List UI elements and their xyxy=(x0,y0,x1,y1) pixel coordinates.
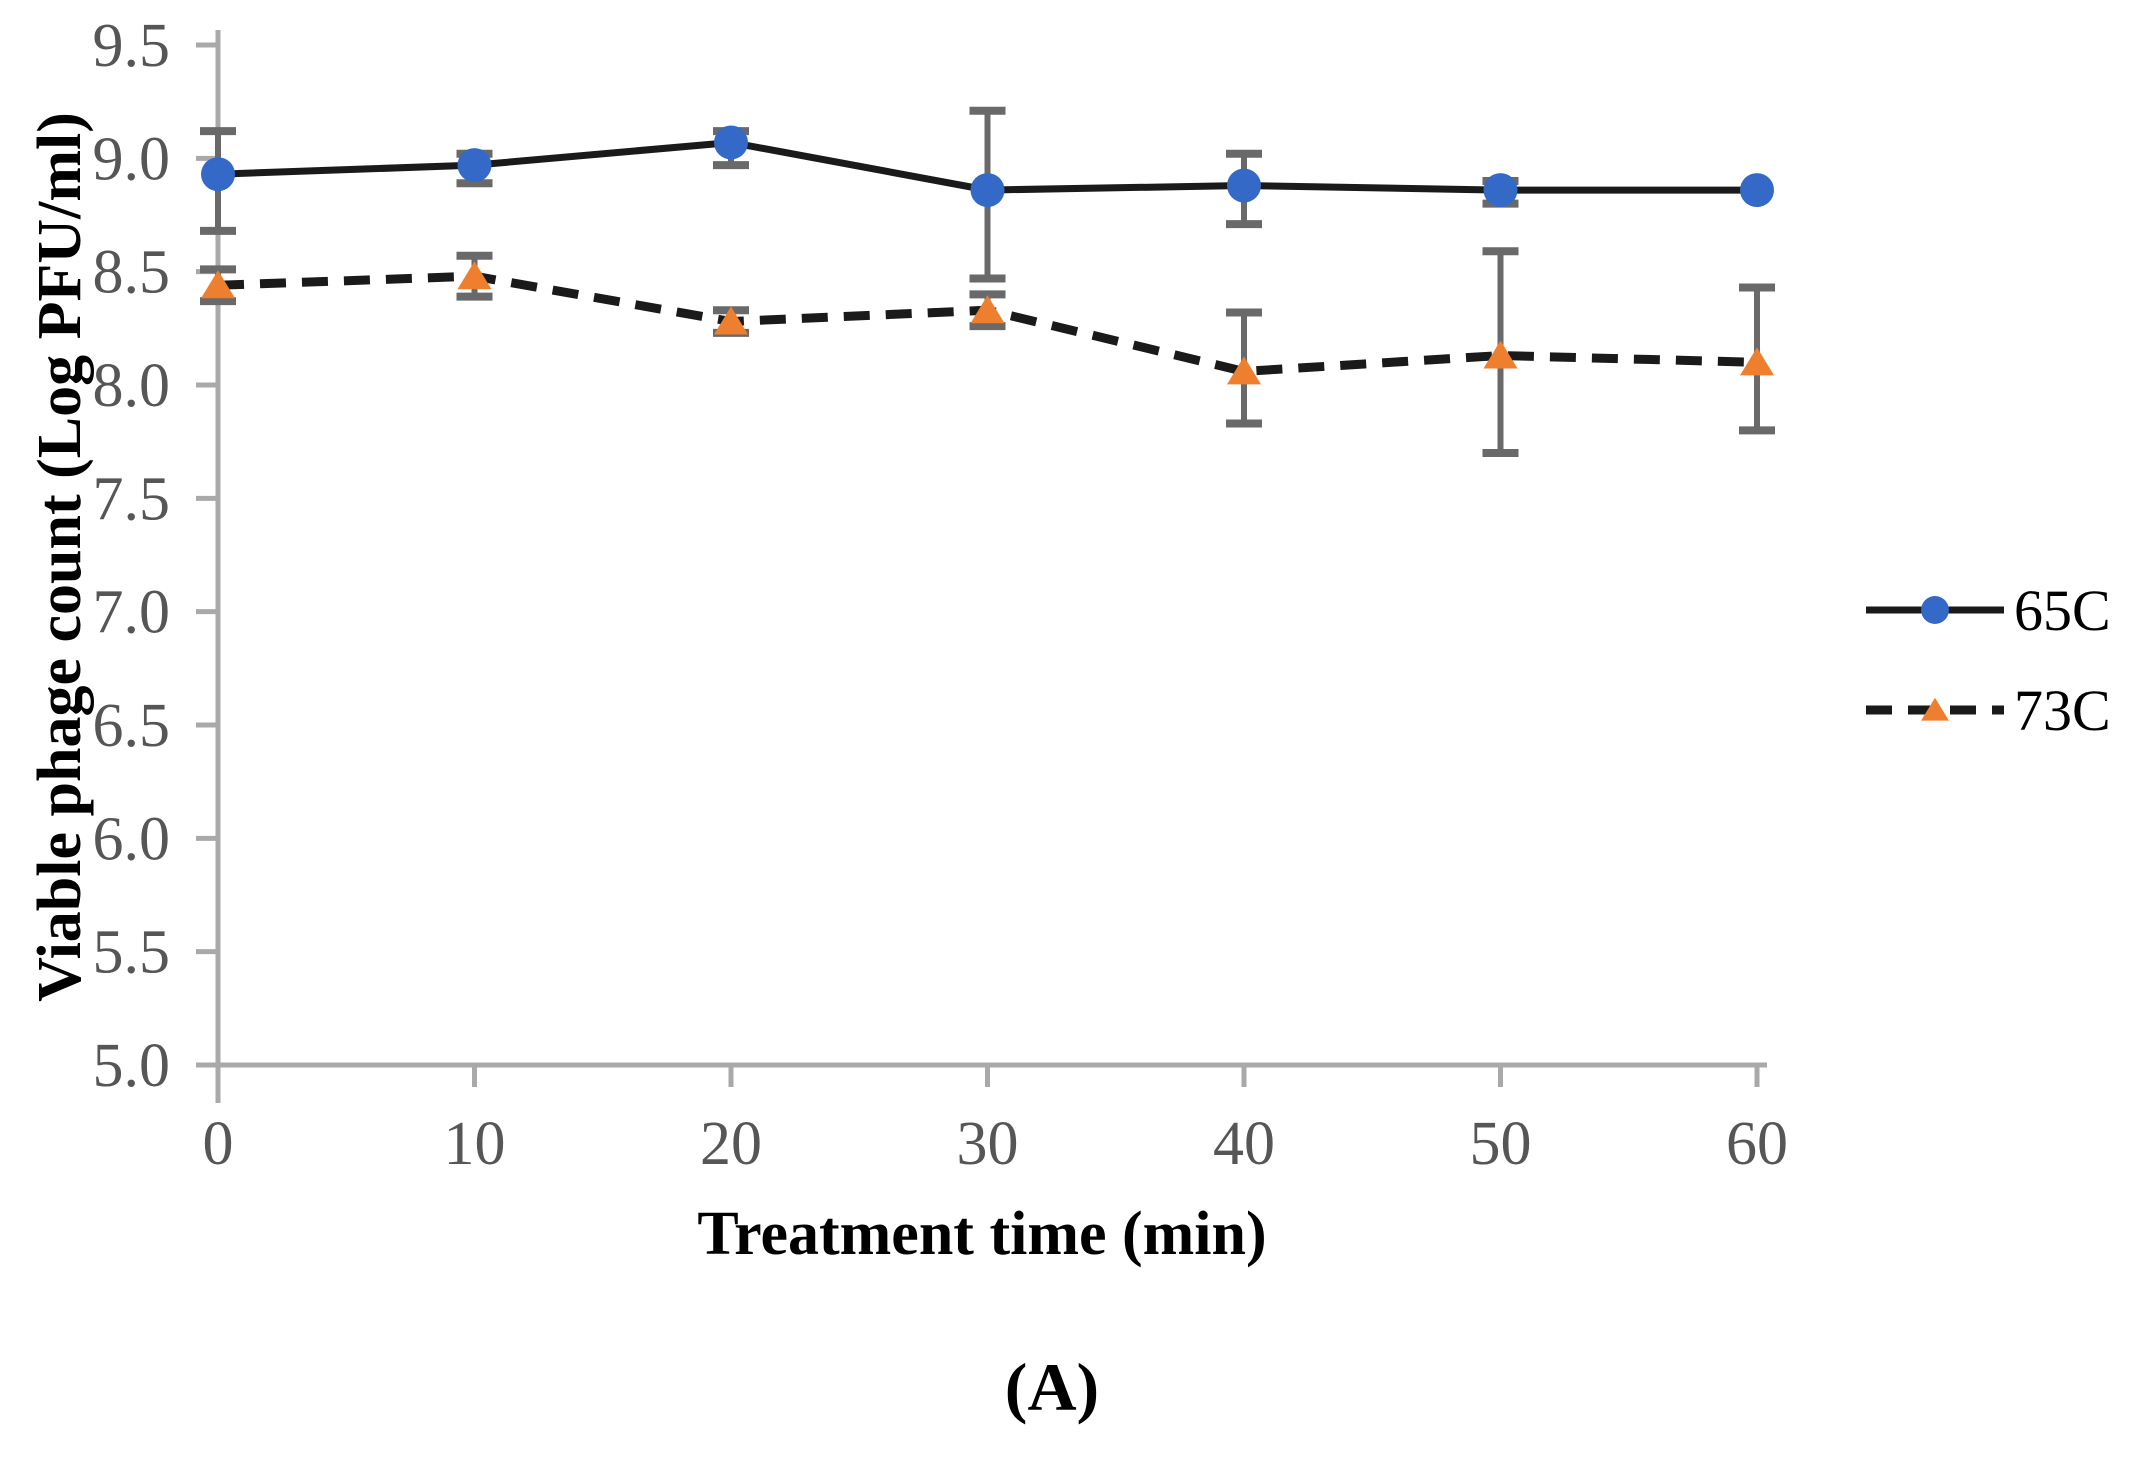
data-point-triangle xyxy=(457,261,492,290)
x-tick-label: 10 xyxy=(444,1110,506,1178)
figure-caption: (A) xyxy=(1005,1349,1099,1425)
legend: 65C 73C xyxy=(1866,578,2111,743)
series-65c xyxy=(201,125,1774,208)
data-point-circle xyxy=(201,157,235,192)
data-point-circle xyxy=(1483,173,1518,208)
data-point-triangle xyxy=(1740,347,1774,376)
legend-glyphs xyxy=(1866,596,2004,721)
data-point-triangle xyxy=(970,295,1005,324)
x-axis-title: Treatment time (min) xyxy=(697,1200,1266,1268)
legend-label-73c: 73C xyxy=(2014,678,2111,743)
plot-area: 5.0 5.5 6.0 6.5 7.0 7.5 8.0 8.5 9.0 9.5 0 10 20 30 40 5… xyxy=(93,12,1789,1178)
data-point-triangle xyxy=(1483,340,1518,369)
data-point-triangle xyxy=(201,270,235,299)
y-tick-label: 9.0 xyxy=(93,125,171,193)
y-tick-label: 5.5 xyxy=(93,919,171,987)
y-tick-label: 9.5 xyxy=(93,12,171,80)
data-point-circle xyxy=(970,173,1005,208)
data-point-triangle xyxy=(1921,697,1949,721)
x-tick-label: 50 xyxy=(1470,1110,1532,1178)
x-tick-label: 0 xyxy=(203,1110,234,1178)
x-tick-label: 40 xyxy=(1213,1110,1275,1178)
data-point-circle xyxy=(457,148,492,183)
data-point-circle xyxy=(1740,173,1774,208)
data-point-triangle xyxy=(1227,356,1261,385)
x-tick-label: 30 xyxy=(957,1110,1019,1178)
y-tick-label: 7.0 xyxy=(93,579,171,647)
x-tick-label: 60 xyxy=(1726,1110,1788,1178)
y-tick-label: 8.5 xyxy=(93,239,171,307)
data-point-triangle xyxy=(714,306,748,335)
data-point-circle xyxy=(1921,596,1949,624)
legend-label-65c: 65C xyxy=(2014,578,2111,643)
x-tick-label: 20 xyxy=(700,1110,762,1178)
error-bars-65c xyxy=(200,106,1519,283)
y-tick-label: 6.0 xyxy=(93,805,171,873)
series-73c xyxy=(201,261,1774,385)
y-tick-label: 5.0 xyxy=(93,1032,171,1100)
axes: 5.0 5.5 6.0 6.5 7.0 7.5 8.0 8.5 9.0 9.5 0 10 20 30 40 5… xyxy=(93,12,1789,1178)
data-point-circle xyxy=(714,125,748,160)
y-tick-label: 6.5 xyxy=(93,692,171,760)
y-tick-label: 8.0 xyxy=(93,352,171,420)
y-axis-title: Viable phage count (Log PFU/ml) xyxy=(26,112,94,1002)
y-tick-label: 7.5 xyxy=(93,465,171,533)
data-point-circle xyxy=(1227,168,1261,203)
